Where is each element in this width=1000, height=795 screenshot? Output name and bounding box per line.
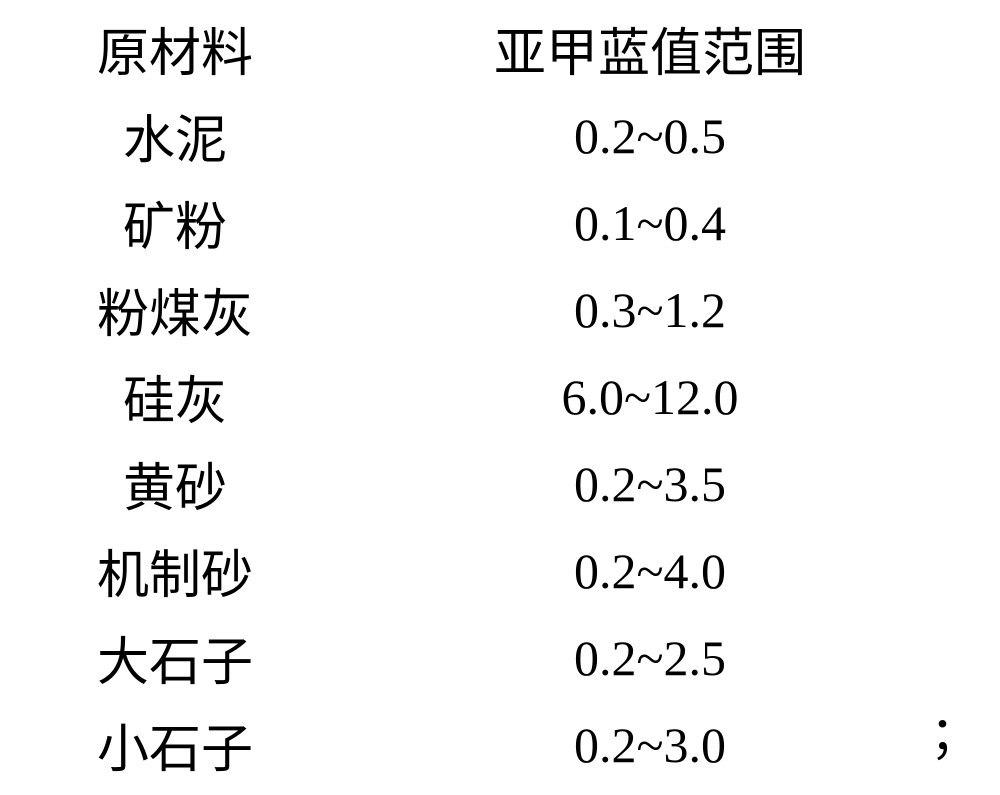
materials-table: 原材料 亚甲蓝值范围 水泥 0.2~0.5 矿粉 0.1~0.4 粉煤灰 0.3… bbox=[0, 5, 1000, 788]
material-name: 水泥 bbox=[0, 98, 350, 173]
material-name: 矿粉 bbox=[0, 185, 350, 260]
header-material: 原材料 bbox=[0, 11, 350, 86]
material-value: 0.2~4.0 bbox=[350, 542, 950, 600]
trailing-punctuation: ； bbox=[930, 695, 980, 767]
table-row: 黄砂 0.2~3.5 bbox=[0, 440, 1000, 527]
table-row: 机制砂 0.2~4.0 bbox=[0, 527, 1000, 614]
material-value: 0.2~0.5 bbox=[350, 107, 950, 165]
table-row: 水泥 0.2~0.5 bbox=[0, 92, 1000, 179]
material-name: 黄砂 bbox=[0, 446, 350, 521]
material-value: 0.3~1.2 bbox=[350, 281, 950, 339]
table-header-row: 原材料 亚甲蓝值范围 bbox=[0, 5, 1000, 92]
material-value: 6.0~12.0 bbox=[350, 368, 950, 426]
material-name: 大石子 bbox=[0, 620, 350, 695]
material-name: 小石子 bbox=[0, 707, 350, 782]
material-value: 0.2~3.0 bbox=[350, 716, 950, 774]
table-row: 粉煤灰 0.3~1.2 bbox=[0, 266, 1000, 353]
material-value: 0.2~3.5 bbox=[350, 455, 950, 513]
material-value: 0.1~0.4 bbox=[350, 194, 950, 252]
table-row: 矿粉 0.1~0.4 bbox=[0, 179, 1000, 266]
table-row: 小石子 0.2~3.0 bbox=[0, 701, 1000, 788]
header-value-range: 亚甲蓝值范围 bbox=[350, 11, 950, 86]
table-row: 大石子 0.2~2.5 bbox=[0, 614, 1000, 701]
material-name: 硅灰 bbox=[0, 359, 350, 434]
material-value: 0.2~2.5 bbox=[350, 629, 950, 687]
material-name: 机制砂 bbox=[0, 533, 350, 608]
table-row: 硅灰 6.0~12.0 bbox=[0, 353, 1000, 440]
material-name: 粉煤灰 bbox=[0, 272, 350, 347]
